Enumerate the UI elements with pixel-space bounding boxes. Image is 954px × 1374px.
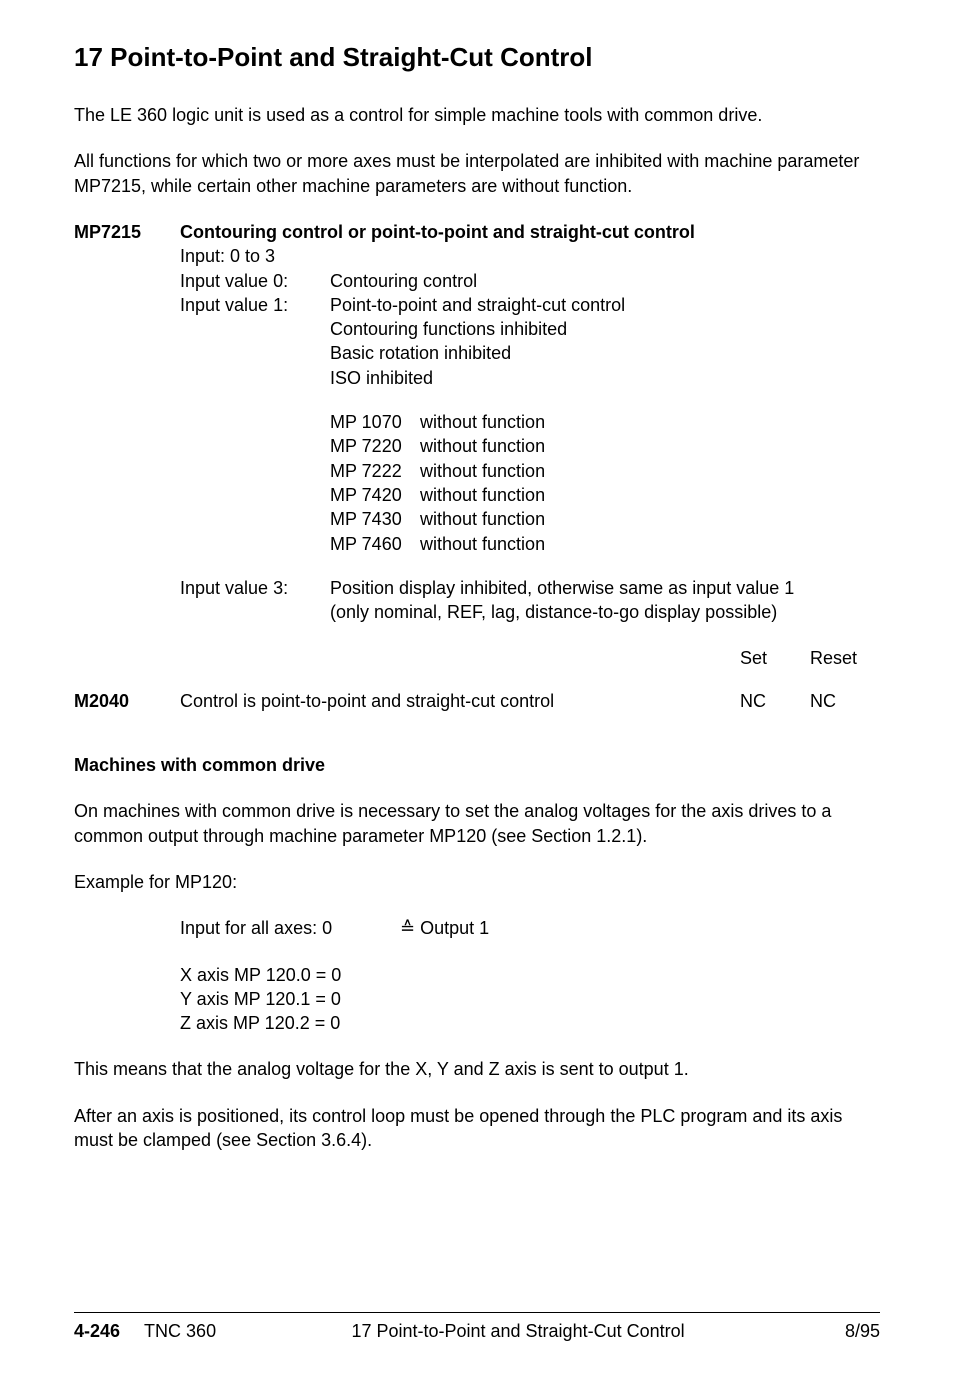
mp-list-desc: without function	[420, 483, 545, 507]
mp-list-code: MP 7222	[330, 459, 420, 483]
mp-list-desc: without function	[420, 507, 545, 531]
mp-list-code: MP 7430	[330, 507, 420, 531]
m2040-code: M2040	[74, 689, 180, 713]
example-input-right: ≙ Output 1	[400, 916, 489, 940]
common-drive-title: Machines with common drive	[74, 753, 880, 777]
axis-line: X axis MP 120.0 = 0	[180, 963, 880, 987]
axis-line: Y axis MP 120.1 = 0	[180, 987, 880, 1011]
mp7215-val1-line: Point-to-point and straight-cut control	[330, 293, 880, 317]
axis-line: Z axis MP 120.2 = 0	[180, 1011, 880, 1035]
mp7215-val0-desc: Contouring control	[330, 269, 880, 293]
mp7215-val3-label: Input value 3:	[180, 576, 330, 625]
common-drive-section: Machines with common drive On machines w…	[74, 753, 880, 1152]
mp-list-desc: without function	[420, 410, 545, 434]
mp-list-desc: without function	[420, 459, 545, 483]
mp-list-code: MP 7220	[330, 434, 420, 458]
m2040-desc: Control is point-to-point and straight-c…	[180, 689, 740, 713]
intro-paragraph-2: All functions for which two or more axes…	[74, 149, 880, 198]
mp-list-desc: without function	[420, 532, 545, 556]
mp7215-input-range: Input: 0 to 3	[180, 244, 880, 268]
common-drive-p3: This means that the analog voltage for t…	[74, 1057, 880, 1081]
m2040-set: NC	[740, 689, 810, 713]
mp-list-code: MP 1070	[330, 410, 420, 434]
common-drive-p1: On machines with common drive is necessa…	[74, 799, 880, 848]
mp-list-code: MP 7420	[330, 483, 420, 507]
mp-list-code: MP 7460	[330, 532, 420, 556]
mp7215-val1-line: Basic rotation inhibited	[330, 341, 880, 365]
page-heading: 17 Point-to-Point and Straight-Cut Contr…	[74, 40, 880, 75]
mp7215-val1-line: ISO inhibited	[330, 366, 880, 390]
common-drive-p2: Example for MP120:	[74, 870, 880, 894]
footer-model: TNC 360	[144, 1319, 216, 1343]
m2040-reset: NC	[810, 689, 880, 713]
mp7215-val1-line: Contouring functions inhibited	[330, 317, 880, 341]
mp7215-block: MP7215 Contouring control or point-to-po…	[74, 220, 880, 624]
mp7215-val1-label: Input value 1:	[180, 293, 330, 390]
example-input-left: Input for all axes: 0	[180, 916, 400, 940]
mp7215-title: Contouring control or point-to-point and…	[180, 220, 880, 244]
footer-section: 17 Point-to-Point and Straight-Cut Contr…	[216, 1319, 820, 1343]
footer-date: 8/95	[820, 1319, 880, 1343]
set-header: Set	[740, 646, 810, 670]
mp7215-val3-line: Position display inhibited, otherwise sa…	[330, 576, 880, 600]
mp7215-code: MP7215	[74, 220, 180, 244]
intro-paragraph-1: The LE 360 logic unit is used as a contr…	[74, 103, 880, 127]
mp7215-val3-line: (only nominal, REF, lag, distance-to-go …	[330, 600, 880, 624]
set-reset-header: Set Reset	[74, 646, 880, 670]
footer-page-number: 4-246	[74, 1319, 120, 1343]
reset-header: Reset	[810, 646, 880, 670]
mp-list-desc: without function	[420, 434, 545, 458]
mp7215-val0-label: Input value 0:	[180, 269, 330, 293]
page-footer: 4-246 TNC 360 17 Point-to-Point and Stra…	[74, 1312, 880, 1343]
m2040-row: M2040 Control is point-to-point and stra…	[74, 689, 880, 713]
common-drive-p4: After an axis is positioned, its control…	[74, 1104, 880, 1153]
